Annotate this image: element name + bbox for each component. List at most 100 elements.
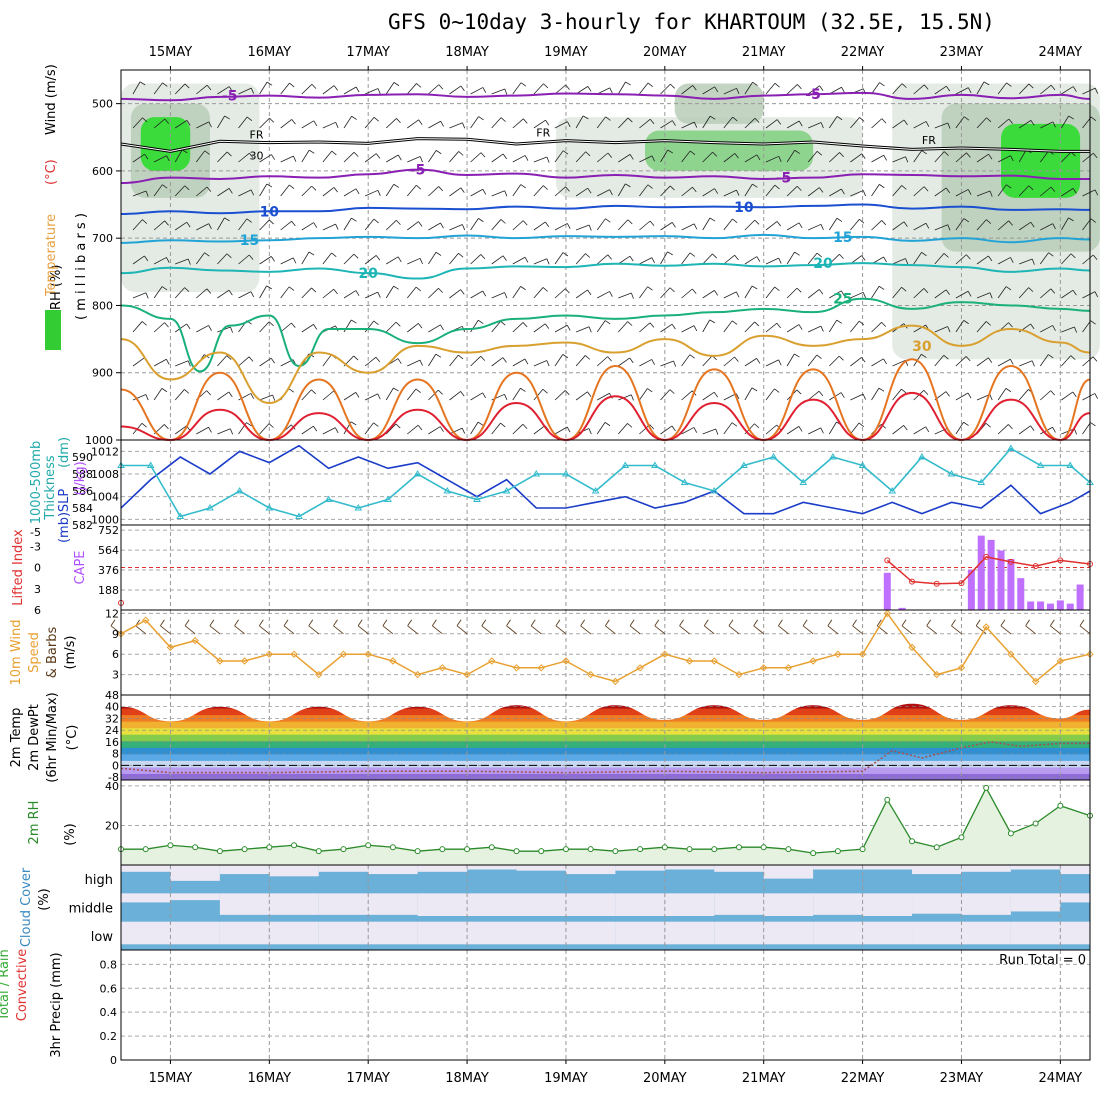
li-cape-panel: -5-3 0 3 6 188 376 564 752 Lifted Index CAPE (J/kg… bbox=[11, 461, 1093, 617]
wind-barb bbox=[428, 324, 441, 333]
wind-barb bbox=[322, 354, 332, 367]
wind-barb bbox=[132, 292, 147, 299]
wind-barb bbox=[818, 289, 824, 295]
wind-barb bbox=[373, 320, 379, 325]
cloud-clear-low bbox=[912, 921, 962, 945]
wind-barb bbox=[714, 290, 719, 296]
wind-barb bbox=[428, 389, 439, 401]
x-label-bottom: 16MAY bbox=[248, 1071, 292, 1086]
wind-speed-point bbox=[364, 650, 372, 658]
wind-speed-line bbox=[120, 612, 1091, 683]
wind-barb bbox=[439, 426, 444, 432]
wind-barb bbox=[153, 358, 167, 367]
wind-barb bbox=[1040, 121, 1054, 129]
wind-barb bbox=[491, 219, 502, 231]
wind-barb bbox=[1050, 625, 1061, 635]
y-tick-label: 48 bbox=[105, 689, 119, 702]
wind-barb bbox=[1090, 320, 1096, 325]
wind-barb bbox=[774, 286, 780, 291]
x-label-top: 23MAY bbox=[940, 45, 984, 60]
wind-barb bbox=[1061, 188, 1074, 197]
wind-barb bbox=[1040, 223, 1053, 231]
wind-barb bbox=[364, 291, 378, 299]
wind-barb bbox=[269, 117, 275, 123]
thickness-marker bbox=[740, 461, 748, 468]
wind-barb bbox=[291, 119, 296, 125]
temp-label-3: (6hr Min/Max) bbox=[45, 692, 60, 782]
wind-barb bbox=[308, 619, 314, 627]
wind-barb bbox=[533, 287, 544, 299]
wind-barb bbox=[585, 253, 591, 258]
cloud-clear-high bbox=[763, 865, 814, 879]
wind-barb bbox=[951, 625, 962, 635]
wind-barb bbox=[292, 257, 297, 264]
thickness-marker bbox=[532, 470, 541, 477]
wind-speed-point bbox=[438, 664, 447, 672]
wind-barb bbox=[607, 254, 613, 260]
right-tick-label: 1004 bbox=[91, 491, 119, 504]
wind-barb bbox=[301, 149, 310, 163]
thickness-marker bbox=[206, 504, 214, 511]
wind-barb bbox=[774, 184, 780, 190]
wind-barb bbox=[596, 152, 609, 163]
temperature-contour bbox=[120, 297, 1091, 373]
wind-barb bbox=[364, 153, 377, 163]
wind-barb bbox=[883, 256, 887, 263]
rh-point bbox=[538, 848, 545, 855]
wind-barb bbox=[1040, 325, 1053, 333]
lifted-index-point bbox=[909, 578, 916, 585]
wind-speed-point bbox=[809, 657, 817, 665]
x-label-top: 15MAY bbox=[149, 45, 193, 60]
wind-barb bbox=[406, 83, 417, 95]
wind-barb bbox=[322, 85, 335, 95]
wind-barb bbox=[1092, 356, 1098, 362]
cape-bar bbox=[1017, 578, 1025, 610]
wind-barb bbox=[585, 355, 591, 360]
wind-barb bbox=[672, 120, 676, 126]
rh-point bbox=[711, 846, 718, 853]
wind-barb bbox=[428, 287, 439, 299]
wind-barb bbox=[478, 218, 484, 223]
wind-barb bbox=[871, 321, 882, 333]
wind-barb bbox=[881, 220, 887, 226]
wind-speed-point bbox=[339, 650, 348, 658]
wind-barb bbox=[280, 82, 290, 95]
wind-barb bbox=[660, 222, 673, 231]
wind-barb bbox=[375, 356, 381, 363]
wind-barb bbox=[470, 290, 483, 299]
wind-barb bbox=[734, 356, 739, 362]
lifted-index-point bbox=[1007, 558, 1014, 565]
cloud-clear-low bbox=[170, 921, 220, 945]
wind-barb bbox=[816, 150, 823, 156]
thickness-marker bbox=[710, 487, 719, 494]
wind-barb bbox=[311, 83, 317, 89]
wind-barb bbox=[482, 392, 487, 399]
wind-barb bbox=[754, 219, 760, 225]
li-cape-ylabel: Lifted Index CAPE (J/kg) bbox=[11, 461, 88, 605]
wind-barb bbox=[164, 322, 169, 328]
wind-barb bbox=[618, 394, 632, 401]
wind-barb bbox=[575, 326, 590, 333]
freezing-label: FR bbox=[922, 134, 936, 147]
lifted-index-point bbox=[884, 557, 891, 564]
wind-barb bbox=[248, 356, 254, 362]
contour-label: 20 bbox=[358, 266, 378, 282]
wind-barb bbox=[838, 355, 844, 361]
wind-barb bbox=[161, 286, 168, 291]
wind-barb bbox=[554, 186, 566, 197]
wind-barb bbox=[627, 321, 633, 326]
wind-barb bbox=[921, 353, 927, 358]
wind-barb bbox=[1030, 221, 1035, 228]
wind-barb bbox=[625, 183, 631, 188]
wind-barb bbox=[161, 388, 168, 393]
wind-barb bbox=[712, 151, 718, 157]
wind-barb bbox=[639, 220, 651, 231]
wind-barb bbox=[934, 151, 945, 163]
wind-barb bbox=[925, 223, 930, 229]
left-tick-label: 584 bbox=[72, 502, 93, 515]
wind-barb bbox=[259, 321, 270, 333]
wind-barb bbox=[871, 184, 880, 197]
temp-band bbox=[121, 734, 1090, 742]
wind-barb bbox=[132, 81, 141, 95]
wind-barb bbox=[266, 183, 273, 188]
